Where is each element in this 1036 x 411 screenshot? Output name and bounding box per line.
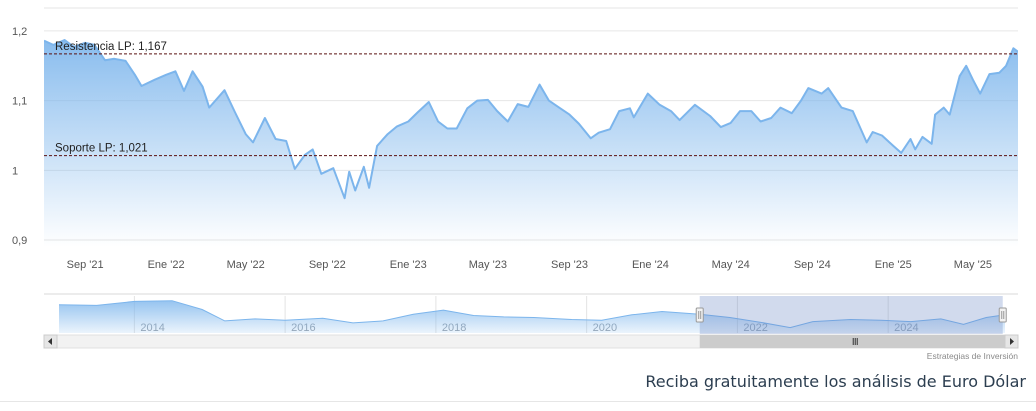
x-tick-label: Ene '22 (148, 259, 185, 271)
chart-credit[interactable]: Estrategias de Inversión (926, 351, 1018, 361)
y-axis: 1,2 1,1 1 0,9 (12, 26, 27, 247)
support-resistance-levels: Resistencia LP: 1,167 Soporte LP: 1,021 (44, 41, 1018, 157)
navigator-area (59, 300, 1005, 333)
y-tick-label: 1,1 (12, 96, 27, 108)
price-area (44, 40, 1018, 247)
x-axis: Sep '21 Ene '22 May '22 Sep '22 Ene '23 May '… (67, 259, 992, 271)
y-tick-label: 1,2 (12, 26, 27, 38)
y-tick-label: 0,9 (12, 235, 27, 247)
range-navigator[interactable]: 201420162018202020222024 (44, 293, 1018, 334)
navigator-right-handle[interactable] (998, 307, 1007, 323)
chevron-left-icon (48, 338, 52, 345)
navigator-scrollbar[interactable] (43, 334, 1019, 349)
divider (0, 401, 1036, 402)
x-tick-label: May '23 (469, 259, 507, 271)
level-label: Soporte LP: 1,021 (55, 143, 148, 155)
plot-area (44, 39, 1018, 247)
navigator-selection[interactable] (699, 296, 1003, 334)
x-tick-label: Sep '21 (67, 259, 104, 271)
eurusd-chart: 1,2 1,1 1 0,9 Resistencia LP: 1,167 Soporte … (12, 7, 1019, 349)
x-tick-label: Sep '23 (551, 259, 588, 271)
x-tick-label: Ene '24 (632, 259, 669, 271)
x-tick-label: May '25 (954, 259, 992, 271)
x-tick-label: Sep '24 (794, 259, 831, 271)
navigator-left-handle[interactable] (695, 307, 704, 323)
level-label: Resistencia LP: 1,167 (55, 41, 167, 53)
navigator-line (58, 300, 1006, 329)
price-line (44, 39, 1018, 200)
x-tick-label: Ene '23 (390, 259, 427, 271)
x-tick-label: May '24 (712, 259, 750, 271)
y-tick-label: 1 (12, 165, 18, 177)
x-tick-label: May '22 (227, 259, 265, 271)
chevron-right-icon (1010, 338, 1014, 345)
x-tick-label: Ene '25 (875, 259, 912, 271)
x-tick-label: Sep '22 (309, 259, 346, 271)
subscribe-cta[interactable]: Reciba gratuitamente los análisis de Eur… (645, 372, 1026, 391)
